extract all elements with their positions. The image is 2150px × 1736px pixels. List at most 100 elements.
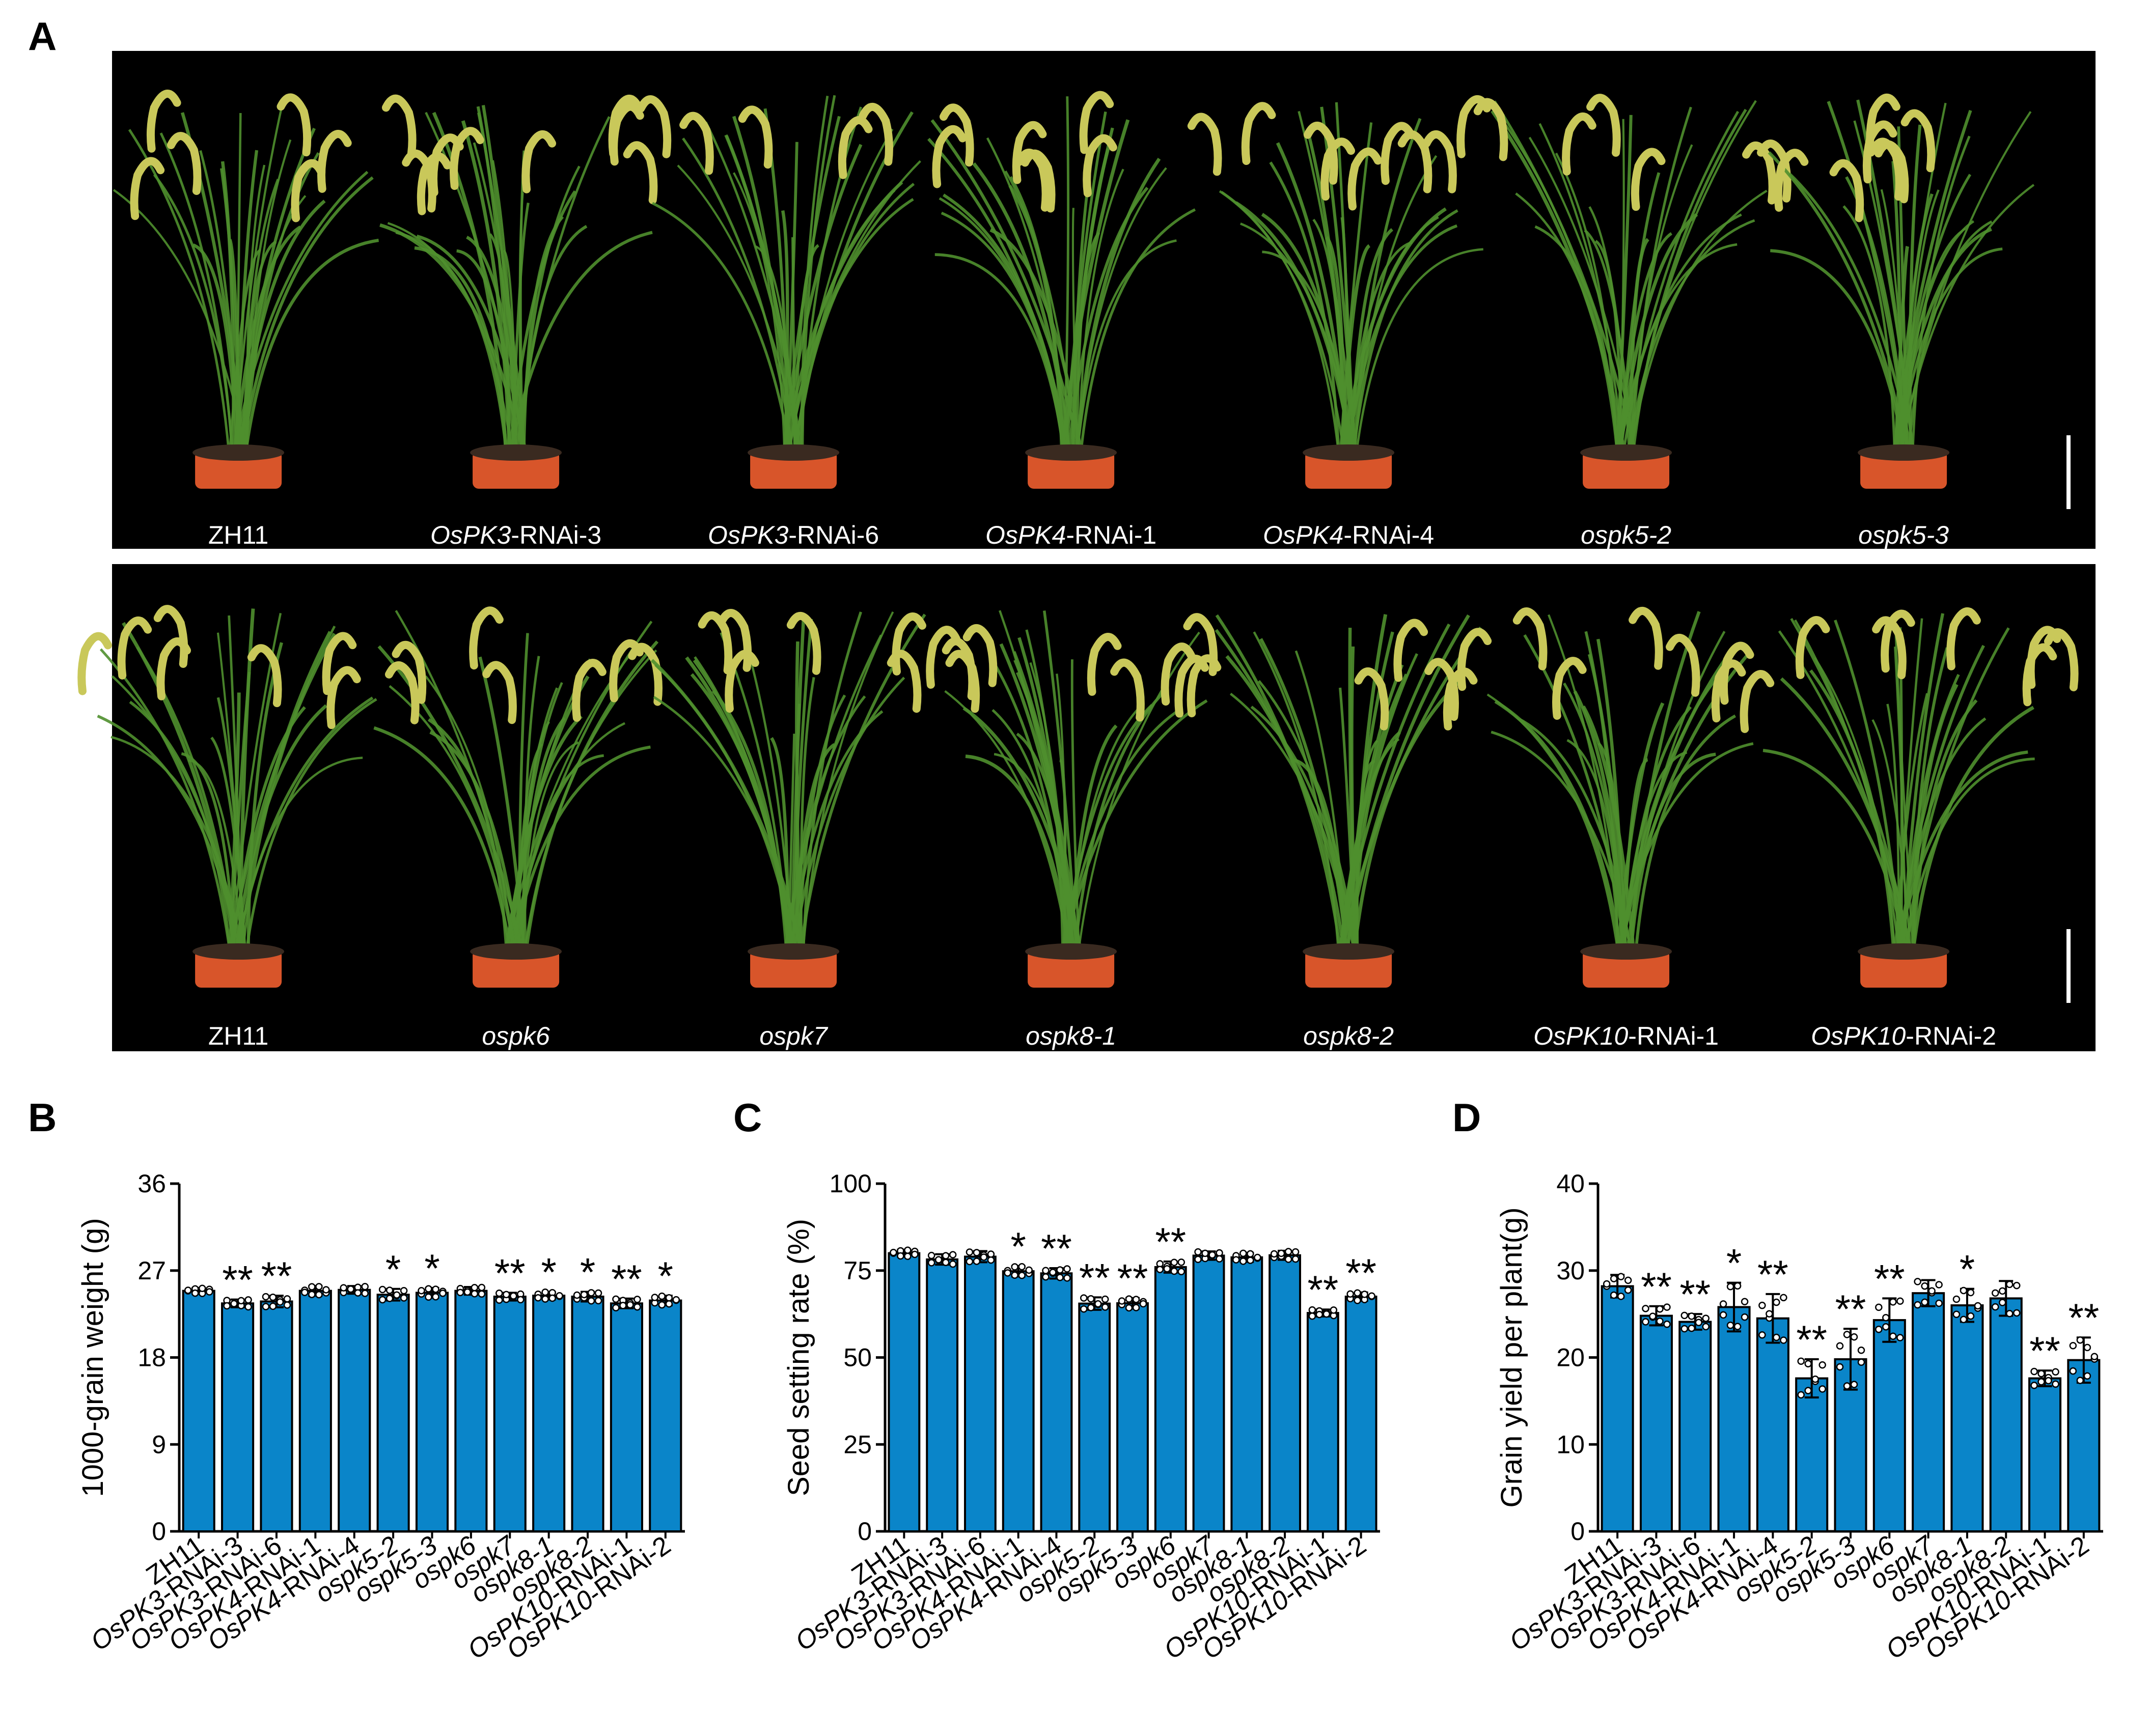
data-point (393, 1291, 401, 1299)
data-point (2052, 1368, 2059, 1376)
data-point (503, 1291, 510, 1299)
data-point (942, 1258, 950, 1266)
data-point (1254, 1253, 1261, 1262)
rice-plant (77, 605, 377, 988)
data-point (1617, 1273, 1625, 1280)
data-point (1101, 1303, 1109, 1311)
data-point (1170, 1258, 1178, 1267)
bar (1230, 1256, 1263, 1532)
panel-letter-c: C (733, 1095, 762, 1140)
data-point (1177, 1258, 1186, 1266)
data-point (354, 1289, 362, 1297)
data-point (1049, 1269, 1057, 1276)
significance-mark: * (1011, 1224, 1026, 1269)
data-point (361, 1282, 369, 1291)
genotype-suffix: -RNAi-2 (1906, 1022, 1996, 1050)
data-point (1063, 1265, 1071, 1273)
data-point (1094, 1300, 1102, 1308)
data-point (1967, 1289, 1975, 1297)
data-point (1663, 1303, 1671, 1311)
data-point (1680, 1311, 1689, 1320)
data-point (1156, 1266, 1164, 1273)
data-point (315, 1291, 323, 1299)
data-point (1960, 1315, 1968, 1324)
data-point (340, 1284, 347, 1292)
y-tick-label: 100 (830, 1169, 872, 1198)
bar (1795, 1377, 1829, 1532)
significance-mark: ** (1079, 1255, 1110, 1300)
data-point (205, 1288, 213, 1296)
y-tick-label: 36 (137, 1169, 166, 1198)
data-point (1780, 1294, 1787, 1302)
bar (532, 1295, 566, 1533)
data-point (1935, 1281, 1943, 1289)
data-point (463, 1288, 472, 1296)
data-point (1726, 1322, 1734, 1329)
data-point (2005, 1280, 2014, 1289)
bar (964, 1255, 997, 1532)
y-tick-label: 9 (152, 1430, 166, 1459)
data-point (2076, 1336, 2084, 1344)
data-point (1780, 1336, 1787, 1344)
data-point (478, 1290, 486, 1298)
pot (1028, 949, 1115, 988)
significance-mark: * (658, 1253, 673, 1298)
data-point (1758, 1331, 1766, 1339)
genotype-name: ospk5-3 (1858, 521, 1949, 549)
bar (298, 1290, 332, 1532)
data-point (400, 1286, 408, 1295)
data-point (626, 1301, 634, 1309)
data-point (949, 1260, 957, 1268)
genotype-suffix: -RNAi-1 (1628, 1022, 1719, 1050)
data-point (308, 1291, 316, 1298)
genotype-label: OsPK10-RNAi-1 (1533, 1022, 1719, 1050)
data-point (987, 1256, 995, 1264)
bar (182, 1290, 215, 1532)
data-point (191, 1289, 199, 1297)
panel-letter-b: B (28, 1095, 57, 1140)
data-point (1018, 1272, 1026, 1279)
data-point (432, 1285, 439, 1293)
genotype-name: ospk8-2 (1303, 1022, 1394, 1050)
rice-plant (1768, 94, 2035, 489)
data-point (1882, 1314, 1890, 1322)
bar (649, 1299, 682, 1533)
data-point (973, 1257, 981, 1265)
significance-mark: ** (1679, 1272, 1711, 1317)
bar (376, 1294, 410, 1533)
y-tick-label: 0 (1570, 1517, 1585, 1546)
data-point (2090, 1353, 2099, 1360)
pot (1583, 949, 1670, 988)
data-point (269, 1302, 277, 1310)
data-point (966, 1257, 974, 1266)
data-point (378, 1285, 387, 1294)
significance-mark: ** (1641, 1264, 1672, 1309)
y-axis-label: 1000-grain weight (g) (76, 1218, 109, 1497)
data-point (1315, 1310, 1324, 1319)
bar (454, 1290, 488, 1532)
bar (2067, 1359, 2101, 1533)
data-point (1322, 1310, 1331, 1318)
genotype-name: OsPK3 (708, 521, 789, 549)
y-tick-label: 50 (843, 1343, 872, 1372)
y-axis-label: Grain yield per plant(g) (1495, 1208, 1528, 1508)
bar (888, 1252, 921, 1533)
data-point (1695, 1319, 1703, 1327)
genotype-suffix: ZH11 (208, 521, 269, 549)
data-point (2076, 1377, 2084, 1384)
data-point (2083, 1372, 2091, 1380)
data-point (1896, 1297, 1904, 1305)
data-point (1216, 1249, 1223, 1257)
data-point (1132, 1296, 1140, 1303)
data-point (361, 1290, 369, 1297)
data-point (1610, 1275, 1618, 1282)
data-point (927, 1259, 935, 1267)
rice-plant (1762, 607, 2079, 988)
data-point (2052, 1380, 2059, 1388)
pot (750, 451, 837, 489)
data-point (1688, 1324, 1696, 1332)
data-point (1733, 1282, 1742, 1290)
genotype-label: OsPK4-RNAi-4 (1263, 521, 1434, 549)
